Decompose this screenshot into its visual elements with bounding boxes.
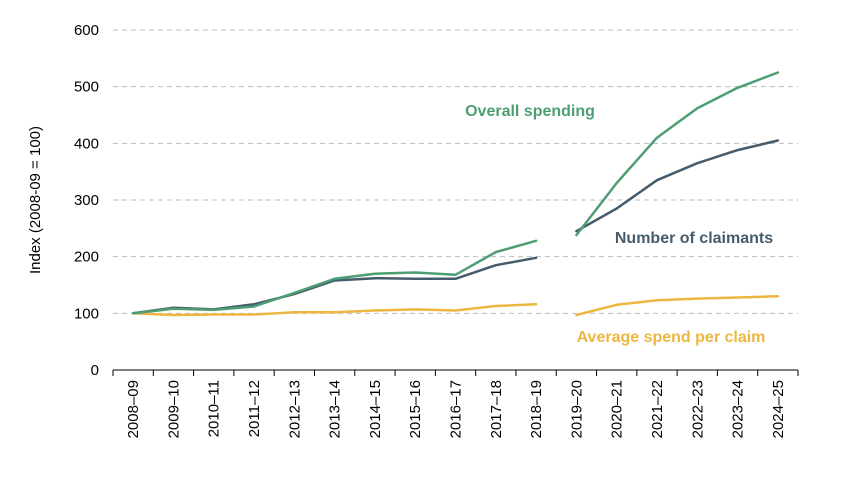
gridlines <box>113 29 798 314</box>
x-tick-label: 2016–17 <box>448 380 465 438</box>
series-label-number-of-claimants: Number of claimants <box>615 230 773 247</box>
x-tick-label: 2013–14 <box>327 380 344 438</box>
x-tick-label: 2017–18 <box>488 380 505 438</box>
y-tick-label: 100 <box>74 305 99 322</box>
series-label-average-spend-per-claim: Average spend per claim <box>577 329 766 346</box>
x-tick-label: 2022–23 <box>689 380 706 438</box>
x-tick-label: 2014–15 <box>367 380 384 438</box>
x-tick-label: 2009–10 <box>165 380 182 438</box>
x-tick-label: 2020–21 <box>609 380 626 438</box>
x-tick-label: 2010–11 <box>206 380 223 437</box>
x-tick-label: 2019–20 <box>568 380 585 438</box>
x-tick-label: 2024–25 <box>770 380 787 438</box>
series-line-average-spend-per-claim-segment-2 <box>575 295 780 317</box>
y-axis-ticks: 0 100 200 300 400 500 600 <box>74 22 99 379</box>
series-line-average-spend-per-claim-segment-1 <box>131 303 538 317</box>
y-tick-label: 0 <box>91 362 99 379</box>
x-axis-ticks: 2008–09 2009–10 2010–11 2011–12 2012–13 2013–… <box>125 380 787 438</box>
y-tick-label: 200 <box>74 249 99 266</box>
series-label-overall-spending: Overall spending <box>465 103 595 120</box>
x-tick-label: 2008–09 <box>125 380 142 438</box>
y-tick-label: 500 <box>74 79 99 96</box>
x-tick-label: 2015–16 <box>407 380 424 438</box>
series-line-overall-spending-segment-2 <box>575 71 780 237</box>
y-tick-label: 400 <box>74 135 99 152</box>
series-line-number-of-claimants-segment-1 <box>131 256 538 315</box>
y-axis-label: Index (2008-09 = 100) <box>27 126 44 274</box>
series-line-number-of-claimants-segment-2 <box>575 139 780 233</box>
x-axis <box>112 369 799 376</box>
series-lines <box>131 71 780 317</box>
x-tick-label: 2023–24 <box>730 380 747 438</box>
x-tick-label: 2012–13 <box>286 380 303 438</box>
y-tick-label: 600 <box>74 22 99 39</box>
series-line-overall-spending-segment-1 <box>131 239 538 315</box>
x-tick-label: 2011–12 <box>246 380 263 437</box>
y-tick-label: 300 <box>74 192 99 209</box>
x-tick-label: 2018–19 <box>528 380 545 438</box>
x-tick-label: 2021–22 <box>649 380 666 438</box>
